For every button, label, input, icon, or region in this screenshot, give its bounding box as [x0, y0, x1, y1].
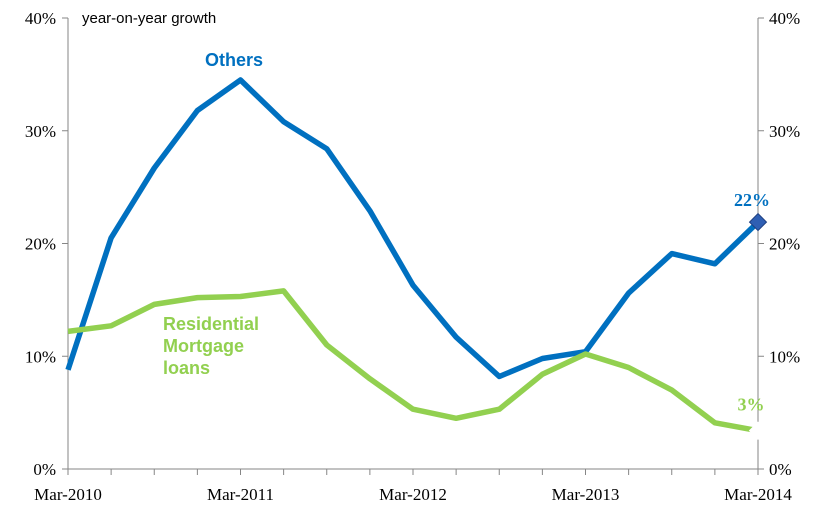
left-y-tick-label: 40% [25, 9, 56, 28]
left-y-tick-label: 10% [25, 347, 56, 366]
right-y-tick-label: 10% [769, 347, 800, 366]
left-y-tick-label: 30% [25, 122, 56, 141]
series-lines [65, 77, 768, 440]
right-y-tick-label: 0% [769, 460, 792, 479]
mortgage-end-marker [748, 421, 768, 440]
others-end-value-label: 22% [734, 190, 770, 210]
x-tick-label: Mar-2010 [34, 485, 102, 504]
x-tick-label: Mar-2011 [207, 485, 274, 504]
x-tick-label: Mar-2012 [379, 485, 447, 504]
series-label-residential-mortgage-loans: Residential Mortgage loans [163, 314, 259, 378]
series-line-residential-mortgage-loans [67, 288, 759, 434]
series-labels: Others Residential Mortgage loans 22% 3% [163, 50, 770, 415]
left-y-ticks: 0% 10% 20% 30% 40% [25, 9, 68, 479]
right-y-ticks: 0% 10% 20% 30% 40% [758, 9, 800, 479]
right-y-tick-label: 40% [769, 9, 800, 28]
others-end-marker [748, 212, 768, 232]
series-label-others: Others [205, 50, 263, 70]
mortgage-end-value-label: 3% [738, 395, 765, 415]
x-tick-label: Mar-2014 [724, 485, 792, 504]
series-line-others [65, 77, 760, 380]
unit-label: year-on-year growth [82, 10, 216, 27]
left-y-tick-label: 0% [33, 460, 56, 479]
x-ticks: Mar-2010 Mar-2011 Mar-2012 Mar-2013 Mar-2014 [34, 469, 792, 504]
right-y-tick-label: 30% [769, 122, 800, 141]
x-tick-label: Mar-2013 [552, 485, 620, 504]
left-y-tick-label: 20% [25, 235, 56, 254]
right-y-tick-label: 20% [769, 235, 800, 254]
